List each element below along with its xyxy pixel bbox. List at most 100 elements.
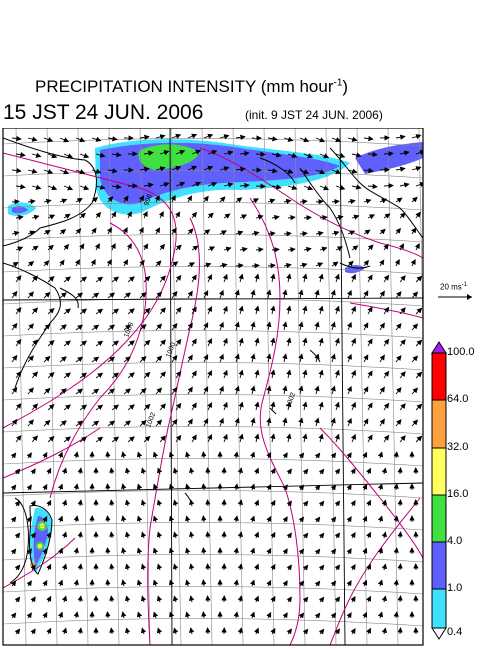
wind-vector xyxy=(43,355,51,363)
wind-vector xyxy=(298,548,305,555)
legend-tick: 4.0 xyxy=(447,535,463,547)
legend-bin-64-100 xyxy=(431,352,447,401)
wind-vector xyxy=(381,563,387,571)
wind-vector xyxy=(156,627,163,635)
wind-vector xyxy=(331,230,340,236)
isobar-label: 998 xyxy=(143,193,154,206)
legend-bin-16-32 xyxy=(431,447,447,496)
wind-vector xyxy=(331,261,339,267)
wind-vector xyxy=(189,627,195,635)
isobar-label: 1002 xyxy=(285,392,297,409)
wind-vector xyxy=(121,451,127,459)
wind-vector xyxy=(15,434,22,443)
wind-vector xyxy=(415,181,423,188)
wind-vector xyxy=(318,433,324,443)
wind-vector xyxy=(314,353,320,363)
wind-vector xyxy=(415,149,423,156)
wind-vector xyxy=(318,468,325,475)
wind-vector xyxy=(282,321,288,331)
wind-vector xyxy=(187,418,193,427)
wind-vector xyxy=(363,354,369,363)
wind-vector xyxy=(46,595,52,603)
wind-vector xyxy=(171,322,178,331)
wind-vector xyxy=(383,402,390,411)
wind-vector xyxy=(238,433,244,443)
wind-vector xyxy=(266,321,272,331)
wind-vector xyxy=(57,547,64,555)
wind-vector xyxy=(91,388,100,395)
wind-vector xyxy=(399,212,406,219)
wind-vector xyxy=(414,243,420,251)
map-frame xyxy=(2,128,424,646)
wind-vector xyxy=(381,467,387,475)
wind-vector xyxy=(283,198,292,205)
wind-vector xyxy=(283,136,294,142)
wind-vector xyxy=(43,387,51,395)
wind-vector xyxy=(350,401,356,411)
wind-vector xyxy=(302,628,309,635)
wind-vector xyxy=(283,262,292,269)
wind-vector xyxy=(159,403,166,411)
wind-vector xyxy=(366,499,372,507)
wind-vector xyxy=(286,500,292,507)
wind-vector xyxy=(395,134,406,140)
wind-vector xyxy=(175,274,182,283)
wind-vector xyxy=(362,451,368,459)
wind-vector xyxy=(286,401,292,411)
wind-vector xyxy=(314,289,320,299)
wind-vector xyxy=(218,417,224,427)
wind-vector xyxy=(10,452,17,459)
wind-vector xyxy=(61,595,68,603)
wind-vector xyxy=(79,185,90,191)
wind-vector xyxy=(271,152,282,158)
wind-vector xyxy=(283,231,292,237)
wind-vector xyxy=(111,404,120,411)
wind-vector xyxy=(155,355,163,363)
wind-vector xyxy=(168,547,175,555)
wind-vector xyxy=(110,243,116,251)
wind-vector xyxy=(185,579,191,587)
wind-vector xyxy=(77,467,83,475)
wind-vector xyxy=(91,324,100,331)
wind-vector xyxy=(201,451,207,459)
wind-vector xyxy=(366,563,372,571)
wind-vector xyxy=(127,372,135,379)
wind-vector xyxy=(31,307,39,315)
wind-vector xyxy=(105,579,111,587)
wind-vector xyxy=(251,263,260,269)
wind-vector xyxy=(395,419,402,427)
wind-vector xyxy=(127,404,135,411)
precipitation-band xyxy=(8,139,423,274)
wind-vector xyxy=(250,417,256,427)
wind-vector xyxy=(152,515,159,523)
wind-vector xyxy=(411,419,419,427)
wind-vector xyxy=(46,467,52,475)
wind-vector xyxy=(61,531,68,539)
wind-vector xyxy=(105,483,111,491)
wind-vector xyxy=(254,433,260,443)
wind-vector xyxy=(73,515,79,523)
wind-vector xyxy=(233,611,239,619)
wind-vector xyxy=(203,386,209,395)
wind-vector xyxy=(205,499,211,507)
wind-vector xyxy=(350,628,356,635)
wind-vector xyxy=(14,532,21,539)
wind-vector xyxy=(187,322,193,331)
wind-vector xyxy=(31,152,42,158)
wind-vector xyxy=(395,166,406,172)
wind-vector xyxy=(47,403,55,411)
wind-vector xyxy=(175,306,182,315)
wind-vector xyxy=(136,451,143,459)
wind-vector xyxy=(168,611,175,619)
wind-vector xyxy=(201,483,207,491)
wind-vector xyxy=(399,307,406,315)
wind-vector xyxy=(395,323,402,331)
wind-vector xyxy=(254,595,260,603)
wind-vector xyxy=(298,353,304,363)
wind-vector xyxy=(235,166,246,173)
wind-vector xyxy=(397,531,403,539)
wind-vector xyxy=(334,500,341,507)
wind-vector xyxy=(282,417,288,427)
wind-vector xyxy=(287,247,296,253)
wind-vector xyxy=(57,579,64,587)
